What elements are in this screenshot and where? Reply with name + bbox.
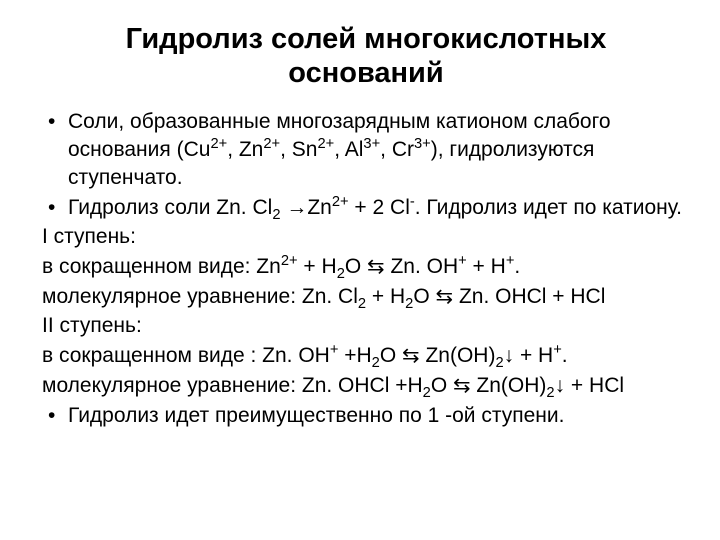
bullet-1: • Соли, образованные многозарядным катио…	[42, 108, 690, 191]
t: . Гидролиз идет по катиону.	[415, 196, 682, 219]
bullet-dot: •	[42, 402, 68, 430]
t: молекулярное уравнение: Zn. OHCl +H	[42, 374, 423, 397]
bullet-dot: •	[42, 194, 68, 222]
t: .	[562, 344, 568, 367]
t: молекулярное уравнение: Zn. Cl	[42, 285, 358, 308]
bullet-text: Гидролиз идет преимущественно по 1 -ой с…	[68, 402, 690, 430]
sup: 2+	[263, 136, 280, 152]
sub: 2	[337, 266, 345, 282]
bullet-3: • Гидролиз идет преимущественно по 1 -ой…	[42, 402, 690, 430]
line-step2: II ступень:	[42, 312, 690, 340]
sup: 2+	[281, 253, 298, 269]
sub: 2	[546, 385, 554, 401]
sup: 2+	[210, 136, 227, 152]
t: в сокращенном виде : Zn. OH	[42, 344, 330, 367]
t: + H	[298, 255, 337, 278]
sup: 3+	[414, 136, 431, 152]
sub: 2	[358, 296, 366, 312]
t: .	[177, 166, 183, 189]
t: , Zn	[227, 138, 263, 161]
t: , Al	[334, 138, 363, 161]
t: + 2 Cl	[349, 196, 410, 219]
t: O ⇆ Zn. OH	[345, 255, 458, 278]
t: O ⇆ Zn. OHCl + HCl	[413, 285, 605, 308]
t: +H	[338, 344, 371, 367]
t: + H	[366, 285, 405, 308]
line-short1: в сокращенном виде: Zn2+ + H2O ⇆ Zn. OH+…	[42, 253, 690, 281]
t: , Cr	[380, 138, 414, 161]
line-step1: I ступень:	[42, 223, 690, 251]
sup: +	[553, 342, 562, 358]
sub: 2	[495, 355, 503, 371]
line-short2: в сокращенном виде : Zn. OH+ +H2O ⇆ Zn(O…	[42, 342, 690, 370]
bullet-text: Соли, образованные многозарядным катионо…	[68, 108, 690, 191]
t: →Zn	[280, 196, 331, 219]
bullet-dot: •	[42, 108, 68, 191]
t: ↓ + HCl	[555, 374, 624, 397]
t: , Sn	[280, 138, 317, 161]
bullet-text: Гидролиз соли Zn. Cl2 →Zn2+ + 2 Cl-. Гид…	[68, 194, 690, 222]
t: Гидролиз соли Zn. Cl	[68, 196, 272, 219]
sup: 2+	[332, 194, 349, 210]
slide-title: Гидролиз солей многокислотных оснований	[42, 22, 690, 90]
t: + H	[467, 255, 506, 278]
t: O ⇆ Zn(OH)	[431, 374, 547, 397]
line-mol1: молекулярное уравнение: Zn. Cl2 + H2O ⇆ …	[42, 283, 690, 311]
line-mol2: молекулярное уравнение: Zn. OHCl +H2O ⇆ …	[42, 372, 690, 400]
bullet-2: • Гидролиз соли Zn. Cl2 →Zn2+ + 2 Cl-. Г…	[42, 194, 690, 222]
t: в сокращенном виде: Zn	[42, 255, 281, 278]
t: O ⇆ Zn(OH)	[380, 344, 496, 367]
sup: 3+	[363, 136, 380, 152]
t: ↓ + H	[504, 344, 554, 367]
sup: +	[458, 253, 467, 269]
sub: 2	[423, 385, 431, 401]
sup: 2+	[317, 136, 334, 152]
slide-body: • Соли, образованные многозарядным катио…	[42, 108, 690, 429]
sub: 2	[372, 355, 380, 371]
t: .	[514, 255, 520, 278]
